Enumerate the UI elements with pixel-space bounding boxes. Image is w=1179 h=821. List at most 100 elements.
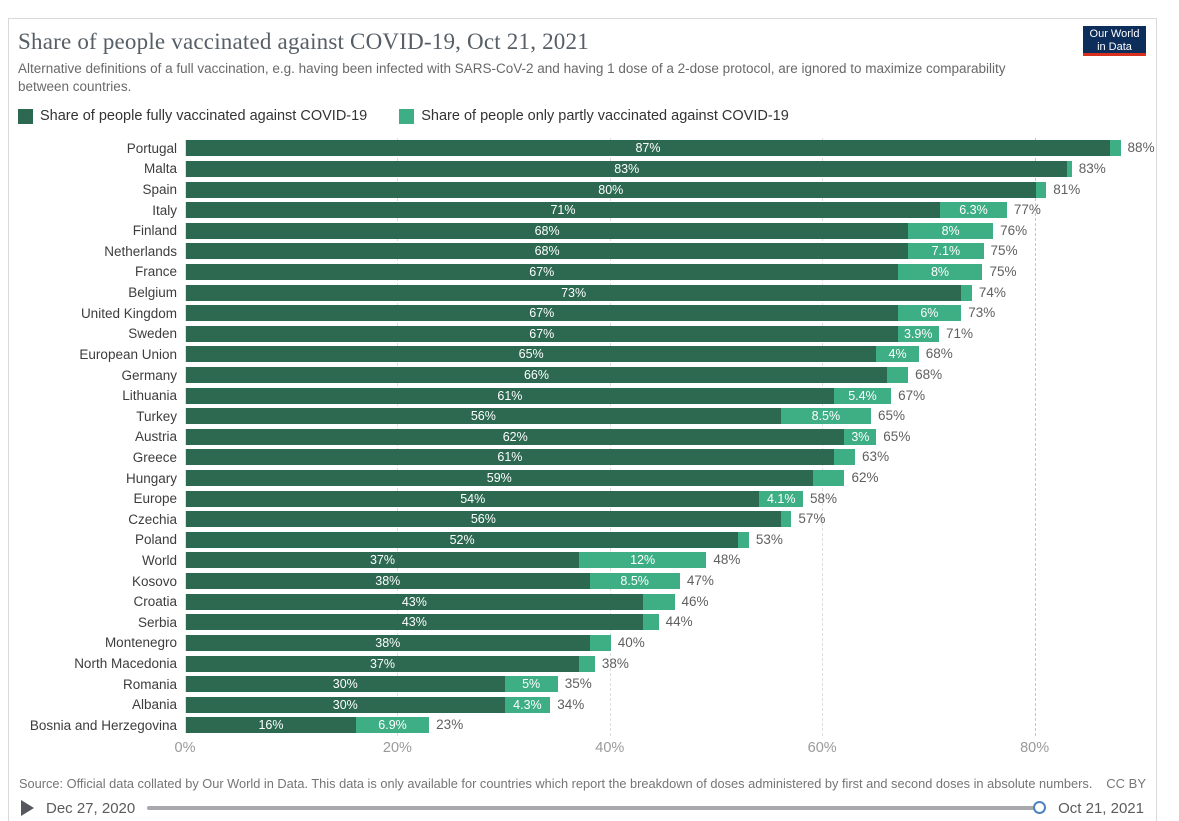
country-label: Europe	[133, 491, 177, 507]
bar-partial[interactable]: 8.5%	[780, 408, 871, 425]
table-row: Netherlands 68% 7.1% 75%	[9, 241, 1156, 262]
legend-item-fully[interactable]: Share of people fully vaccinated against…	[18, 108, 367, 124]
bar-group: 30% 5% 35%	[185, 676, 1156, 693]
bar-partial[interactable]	[642, 614, 659, 631]
bar-full-label: 56%	[470, 512, 496, 527]
bar-partial[interactable]: 3.9%	[897, 325, 939, 342]
bar-partial[interactable]	[812, 470, 845, 487]
bar-full[interactable]: 67%	[186, 325, 898, 342]
table-row: World 37% 12% 48%	[9, 550, 1156, 571]
legend-item-partly[interactable]: Share of people only partly vaccinated a…	[399, 108, 789, 124]
bar-partial[interactable]	[738, 531, 749, 548]
bar-partial[interactable]: 4.3%	[504, 696, 551, 713]
country-label: France	[134, 264, 177, 280]
bar-full[interactable]: 68%	[186, 222, 909, 239]
bar-full[interactable]: 71%	[186, 202, 941, 219]
timeline-track[interactable]	[147, 806, 1041, 811]
bar-group: 37% 38%	[185, 655, 1156, 672]
bar-full[interactable]: 68%	[186, 243, 909, 260]
bar-full[interactable]: 43%	[186, 614, 643, 631]
bar-partial[interactable]	[1067, 160, 1072, 177]
bar-partial[interactable]	[961, 284, 972, 301]
bar-full[interactable]: 38%	[186, 573, 590, 590]
owid-logo[interactable]: Our World in Data	[1083, 26, 1146, 56]
plot-rows: Portugal 87% 88% Malta 83% 83% Spain	[9, 138, 1156, 736]
bar-full[interactable]: 67%	[186, 263, 898, 280]
bar-partial-label: 8%	[930, 264, 950, 279]
bar-partial[interactable]	[833, 449, 856, 466]
bar-full[interactable]: 56%	[186, 511, 781, 528]
bar-partial[interactable]: 6.3%	[940, 202, 1007, 219]
bar-full[interactable]: 73%	[186, 284, 962, 301]
bar-partial-label: 3.9%	[903, 326, 933, 341]
bar-full-label: 80%	[598, 182, 624, 197]
bar-partial[interactable]: 8%	[908, 222, 994, 239]
timeline-slider[interactable]	[147, 800, 1047, 816]
bar-full[interactable]: 61%	[186, 387, 834, 404]
play-button[interactable]	[21, 800, 34, 817]
bar-full[interactable]: 87%	[186, 140, 1110, 157]
source-note: Source: Official data collated by Our Wo…	[19, 775, 1093, 791]
bar-full[interactable]: 59%	[186, 470, 813, 487]
license-link[interactable]: CC BY	[1106, 775, 1146, 791]
bar-full[interactable]: 67%	[186, 305, 898, 322]
bar-full[interactable]: 56%	[186, 408, 781, 425]
bar-full[interactable]: 65%	[186, 346, 877, 363]
country-label: Serbia	[137, 614, 177, 630]
bar-partial[interactable]	[589, 634, 611, 651]
bar-partial-label: 4%	[888, 347, 907, 362]
bar-partial[interactable]: 5.4%	[833, 387, 892, 404]
bar-partial[interactable]: 3%	[844, 428, 877, 445]
table-row: Poland 52% 53%	[9, 530, 1156, 551]
bar-total-label: 34%	[557, 696, 585, 712]
bar-full[interactable]: 37%	[186, 655, 579, 672]
bar-partial[interactable]	[1109, 140, 1121, 157]
bar-full[interactable]: 83%	[186, 160, 1068, 177]
bar-partial[interactable]: 7.1%	[908, 243, 984, 260]
country-label: Austria	[134, 429, 177, 445]
bar-partial-label: 6%	[920, 306, 939, 321]
country-label: Italy	[152, 202, 177, 218]
bar-partial[interactable]: 6%	[897, 305, 962, 322]
bar-total-label: 76%	[1000, 222, 1028, 238]
footer: Source: Official data collated by Our Wo…	[19, 776, 1146, 791]
bar-partial[interactable]	[578, 655, 595, 672]
bar-full-label: 87%	[635, 141, 661, 156]
bar-partial[interactable]: 8.5%	[589, 573, 680, 590]
bar-group: 52% 53%	[185, 531, 1156, 548]
bar-full-label: 67%	[529, 326, 555, 341]
bar-partial[interactable]	[642, 593, 675, 610]
bar-full[interactable]: 30%	[186, 676, 505, 693]
bar-partial[interactable]: 6.9%	[355, 717, 430, 734]
bar-partial[interactable]: 8%	[897, 263, 983, 280]
bar-partial-label: 4.3%	[513, 697, 542, 712]
bar-partial[interactable]: 12%	[578, 552, 707, 569]
bar-full[interactable]: 61%	[186, 449, 834, 466]
timeline-handle[interactable]	[1033, 801, 1047, 815]
bar-full[interactable]: 43%	[186, 593, 643, 610]
owid-logo-line1: Our World	[1089, 28, 1140, 40]
legend-swatch-fully-icon	[18, 108, 33, 124]
bar-partial[interactable]	[780, 511, 792, 528]
bar-total-label: 23%	[436, 717, 464, 733]
bar-partial[interactable]	[886, 367, 909, 383]
bar-full[interactable]: 80%	[186, 181, 1036, 198]
bar-partial-label: 6.3%	[959, 203, 988, 218]
bar-full[interactable]: 38%	[186, 634, 590, 651]
bar-full[interactable]: 30%	[186, 696, 505, 713]
bar-total-label: 62%	[851, 470, 879, 486]
bar-full[interactable]: 62%	[186, 428, 845, 445]
bar-partial[interactable]: 5%	[504, 676, 558, 693]
bar-full[interactable]: 16%	[186, 717, 356, 734]
bar-full[interactable]: 54%	[186, 490, 760, 507]
bar-full[interactable]: 37%	[186, 552, 579, 569]
bar-total-label: 73%	[968, 305, 996, 321]
bar-group: 80% 81%	[185, 181, 1156, 198]
bar-full[interactable]: 52%	[186, 531, 739, 548]
bar-partial[interactable]: 4.1%	[759, 490, 803, 507]
bar-full[interactable]: 66%	[186, 367, 887, 383]
bar-total-label: 44%	[665, 614, 693, 630]
bar-total-label: 57%	[798, 511, 826, 527]
bar-partial[interactable]	[1035, 181, 1047, 198]
bar-partial[interactable]: 4%	[876, 346, 919, 363]
